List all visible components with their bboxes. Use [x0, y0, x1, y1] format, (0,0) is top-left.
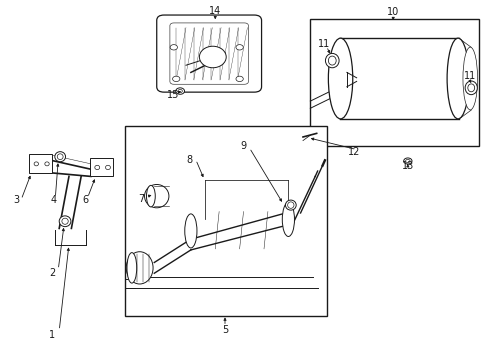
Ellipse shape — [45, 162, 49, 166]
Ellipse shape — [446, 38, 468, 119]
Text: 13: 13 — [401, 161, 413, 171]
Ellipse shape — [236, 45, 243, 50]
Text: 11: 11 — [463, 71, 475, 81]
Ellipse shape — [59, 216, 71, 226]
Ellipse shape — [282, 202, 294, 237]
Text: 4: 4 — [50, 195, 56, 205]
Ellipse shape — [328, 56, 335, 65]
FancyBboxPatch shape — [90, 158, 113, 176]
Text: 1: 1 — [49, 330, 55, 340]
FancyBboxPatch shape — [169, 23, 248, 84]
Ellipse shape — [467, 84, 474, 92]
Ellipse shape — [236, 76, 243, 82]
Ellipse shape — [170, 45, 177, 50]
Ellipse shape — [57, 154, 63, 159]
Text: 11: 11 — [318, 39, 330, 49]
Ellipse shape — [287, 202, 293, 208]
Ellipse shape — [62, 218, 68, 224]
Ellipse shape — [144, 184, 168, 208]
Ellipse shape — [105, 165, 110, 170]
Text: 2: 2 — [49, 268, 55, 278]
Ellipse shape — [199, 46, 226, 68]
Text: 3: 3 — [14, 195, 20, 205]
Bar — [125, 126, 327, 316]
FancyBboxPatch shape — [29, 154, 52, 173]
Ellipse shape — [34, 162, 39, 166]
Bar — [310, 19, 478, 146]
Text: 10: 10 — [386, 7, 399, 17]
Ellipse shape — [178, 89, 182, 93]
Ellipse shape — [184, 214, 197, 248]
Ellipse shape — [328, 38, 352, 119]
Text: 5: 5 — [222, 325, 228, 335]
Text: 6: 6 — [82, 195, 88, 205]
Ellipse shape — [126, 252, 153, 284]
Text: 15: 15 — [166, 90, 179, 100]
Text: 8: 8 — [186, 154, 193, 165]
Ellipse shape — [172, 76, 180, 82]
Ellipse shape — [462, 47, 477, 110]
Ellipse shape — [175, 88, 184, 94]
Text: 14: 14 — [209, 6, 221, 16]
Ellipse shape — [146, 185, 155, 207]
Ellipse shape — [127, 253, 137, 283]
Ellipse shape — [325, 53, 338, 68]
Text: 12: 12 — [347, 147, 360, 157]
Ellipse shape — [464, 81, 476, 95]
Ellipse shape — [55, 152, 65, 162]
Text: 7: 7 — [138, 194, 144, 204]
Ellipse shape — [405, 159, 409, 163]
Ellipse shape — [403, 158, 411, 164]
FancyBboxPatch shape — [157, 15, 261, 92]
Ellipse shape — [285, 200, 296, 210]
Text: 9: 9 — [240, 141, 245, 151]
Ellipse shape — [95, 165, 100, 170]
